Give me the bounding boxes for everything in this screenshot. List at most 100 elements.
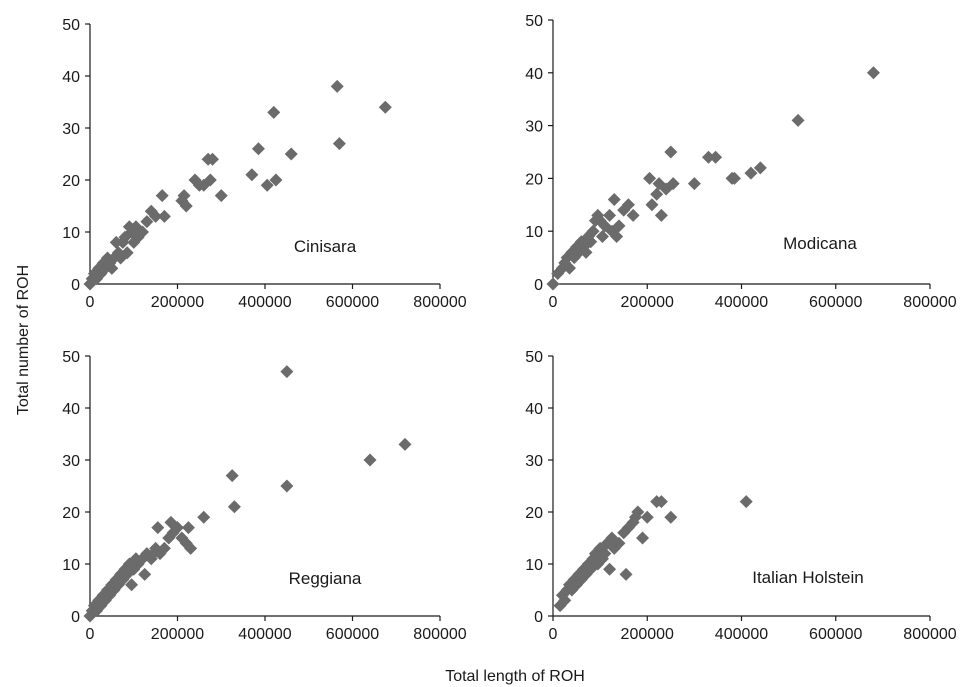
data-point [607,193,621,207]
data-point [378,100,392,114]
data-point [631,505,645,519]
y-tick-label: 50 [62,349,80,366]
data-point [866,66,880,80]
data-point [251,142,265,156]
y-tick-label: 40 [525,66,543,83]
y-tick-label: 40 [62,401,80,418]
data-point [140,215,154,229]
panel-label: Italian Holstein [752,568,864,587]
data-point [791,113,805,127]
data-point [603,562,617,576]
data-point [650,187,664,201]
data-point [398,437,412,451]
data-point [171,521,184,535]
chart-panels: 0 10 20 30 40 50 0 200000 400000 600000 800000 Cini… [62,13,957,643]
x-tick-label: 0 [549,294,558,311]
y-tick-label: 30 [62,121,80,138]
x-tick-label: 400000 [715,294,768,311]
data-point [744,166,758,180]
scatter-panel: 0 10 20 30 40 50 0 200000 400000 600000 800000 Ital… [525,349,957,643]
data-point [149,209,163,223]
data-point [179,199,193,213]
data-point [177,189,191,203]
data-point [598,547,612,561]
data-point [626,208,640,222]
data-point [109,235,123,249]
x-tick-label: 400000 [238,294,291,311]
data-point [206,152,219,166]
data-point [269,173,283,187]
data-point [155,189,169,203]
x-tick-label: 200000 [151,626,204,643]
x-tick-label: 600000 [809,294,862,311]
data-point [227,500,241,514]
y-tick-label: 30 [525,119,543,136]
y-tick-label: 0 [71,609,80,626]
y-tick-label: 40 [525,401,543,418]
data-point [260,178,274,192]
data-point [636,531,650,545]
data-point [197,510,211,524]
panel-label: Modicana [783,234,857,253]
data-point [687,177,701,191]
data-point [603,208,617,222]
x-tick-label: 0 [549,626,558,643]
data-point [612,219,626,233]
data-point [595,229,609,243]
y-tick-label: 50 [525,13,543,30]
data-point [643,171,657,185]
data-point [332,137,346,151]
data-point [579,245,593,259]
data-point [727,171,741,185]
x-axis-title: Total length of ROH [445,668,585,685]
data-point [709,150,723,164]
data-point [739,495,753,509]
data-point [586,224,600,238]
data-point [645,198,659,212]
data-point [184,541,198,555]
x-tick-label: 600000 [326,294,379,311]
data-point [151,521,165,535]
y-tick-label: 20 [525,505,543,522]
data-point [136,225,149,239]
y-axis-title: Total number of ROH [15,265,32,415]
y-tick-label: 50 [62,17,80,34]
y-tick-label: 10 [62,557,80,574]
y-tick-label: 0 [71,277,80,294]
data-point [267,105,281,119]
x-tick-label: 400000 [715,626,768,643]
data-point [619,567,633,581]
data-point [621,198,635,212]
data-point [280,365,294,379]
x-tick-label: 600000 [326,626,379,643]
panel-label: Reggiana [289,569,362,588]
x-tick-label: 0 [86,626,95,643]
data-point [157,209,171,223]
data-point [181,521,195,535]
panel-label: Cinisara [294,237,357,256]
x-tick-label: 800000 [903,626,956,643]
data-point [120,246,134,260]
data-point [363,453,377,467]
y-tick-label: 30 [62,453,80,470]
data-point [105,261,119,275]
y-tick-label: 20 [525,171,543,188]
x-tick-label: 200000 [151,294,204,311]
data-point [562,261,576,275]
x-tick-label: 200000 [621,294,674,311]
data-point [284,147,298,161]
data-point [664,510,678,524]
data-point [125,578,139,592]
x-tick-label: 800000 [903,294,956,311]
x-tick-label: 200000 [621,626,674,643]
scatter-panel: 0 10 20 30 40 50 0 200000 400000 600000 800000 Modi… [525,13,957,311]
data-point [640,510,654,524]
data-point [664,145,678,159]
y-tick-label: 20 [62,173,80,190]
y-tick-label: 10 [62,225,80,242]
data-point [203,173,217,187]
scatter-panel: 0 10 20 30 40 50 0 200000 400000 600000 800000 Cini… [62,17,467,311]
y-tick-label: 40 [62,69,80,86]
data-point [214,189,228,203]
y-tick-label: 10 [525,224,543,241]
